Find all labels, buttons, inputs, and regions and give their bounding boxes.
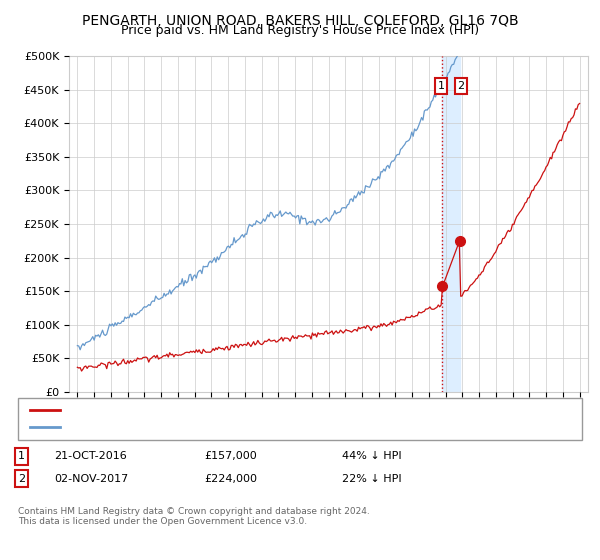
Text: 02-NOV-2017: 02-NOV-2017 xyxy=(54,474,128,484)
Text: PENGARTH, UNION ROAD, BAKERS HILL, COLEFORD, GL16 7QB: PENGARTH, UNION ROAD, BAKERS HILL, COLEF… xyxy=(82,14,518,28)
Text: 1: 1 xyxy=(18,451,25,461)
Text: 1: 1 xyxy=(437,81,445,91)
Text: 22% ↓ HPI: 22% ↓ HPI xyxy=(342,474,401,484)
Text: 2: 2 xyxy=(18,474,25,484)
Bar xyxy=(442,56,460,392)
Text: £157,000: £157,000 xyxy=(204,451,257,461)
Text: Contains HM Land Registry data © Crown copyright and database right 2024.
This d: Contains HM Land Registry data © Crown c… xyxy=(18,507,370,526)
Text: Price paid vs. HM Land Registry's House Price Index (HPI): Price paid vs. HM Land Registry's House … xyxy=(121,24,479,37)
Text: 21-OCT-2016: 21-OCT-2016 xyxy=(54,451,127,461)
Text: 2: 2 xyxy=(458,81,464,91)
Text: HPI: Average price, detached house, Forest of Dean: HPI: Average price, detached house, Fore… xyxy=(66,422,335,432)
Text: 44% ↓ HPI: 44% ↓ HPI xyxy=(342,451,401,461)
Text: £224,000: £224,000 xyxy=(204,474,257,484)
Text: PENGARTH, UNION ROAD, BAKERS HILL, COLEFORD, GL16 7QB (detached house): PENGARTH, UNION ROAD, BAKERS HILL, COLEF… xyxy=(66,405,488,415)
